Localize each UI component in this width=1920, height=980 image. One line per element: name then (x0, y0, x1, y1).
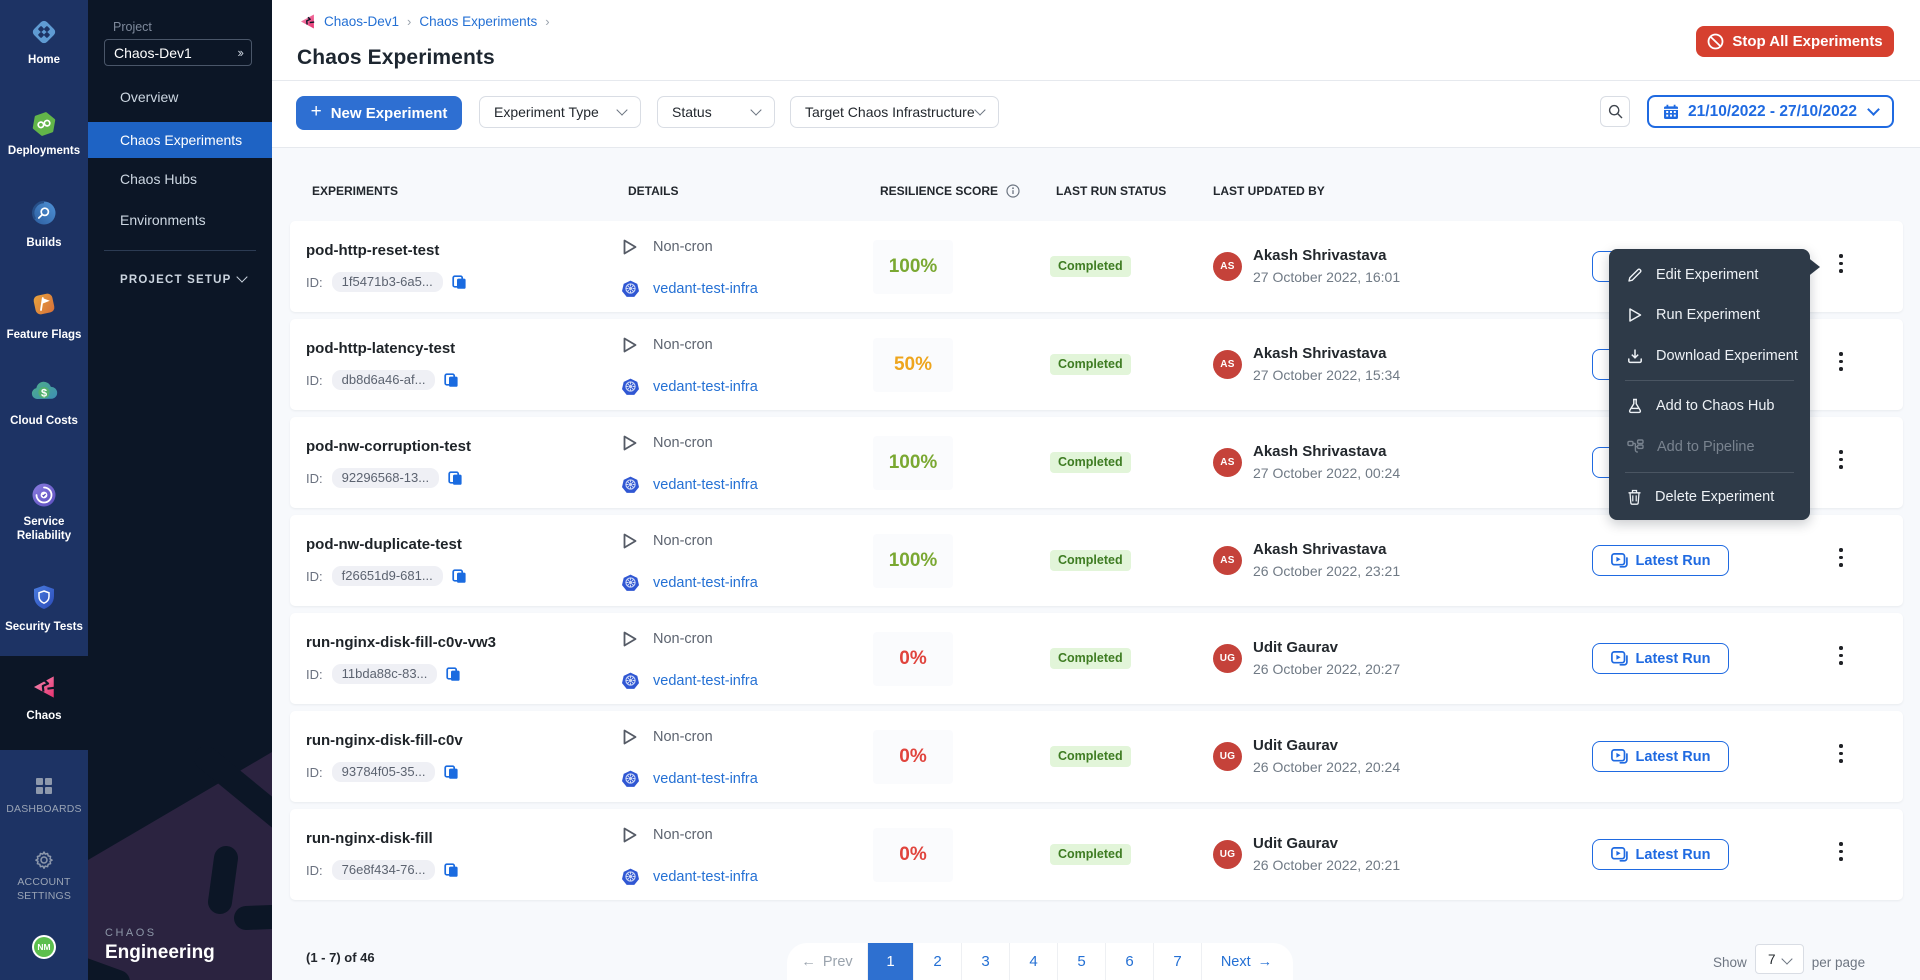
svg-text:$: $ (41, 388, 47, 400)
